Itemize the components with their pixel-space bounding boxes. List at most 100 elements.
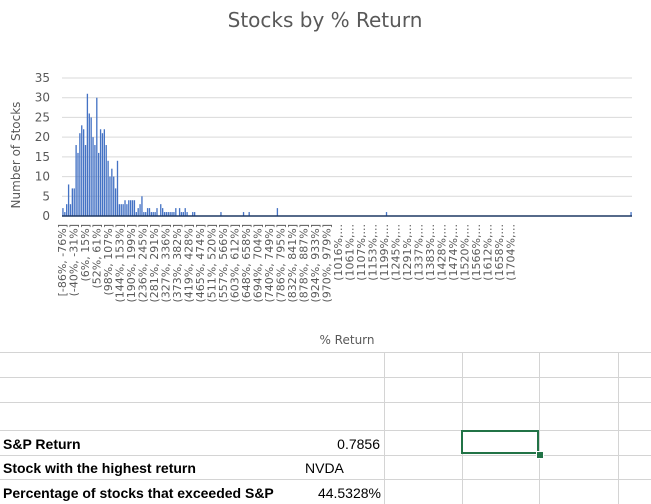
- x-category-label: (190%, 199%]: [125, 224, 138, 302]
- x-category-label: (1153%,...: [367, 224, 380, 281]
- highest-return-value[interactable]: NVDA: [305, 460, 344, 476]
- histogram-bar: [173, 212, 175, 216]
- histogram-bar: [165, 212, 168, 216]
- spreadsheet-grid[interactable]: S&P Return 0.7856 Stock with the highest…: [0, 352, 651, 504]
- sp-return-label[interactable]: S&P Return: [3, 436, 81, 452]
- histogram-bar: [130, 200, 132, 216]
- x-category-label: (465%, 474%]: [194, 224, 207, 302]
- sp-return-value[interactable]: 0.7856: [337, 436, 380, 452]
- histogram-bar: [86, 93, 89, 216]
- histogram-bar: [122, 204, 124, 216]
- histogram-bar: [111, 168, 113, 216]
- col-line: [618, 352, 619, 504]
- chart-title: Stocks by % Return: [228, 8, 423, 32]
- histogram-bar: [133, 200, 136, 216]
- x-category-label: (603%, 612%]: [229, 224, 242, 302]
- histogram-bar: [167, 212, 169, 216]
- histogram-bar: [66, 204, 68, 216]
- histogram-bar: [184, 208, 186, 216]
- histogram-bar: [64, 212, 66, 216]
- histogram-bar: [146, 208, 149, 216]
- histogram-bar: [79, 133, 81, 216]
- x-category-label: (98%, 107%]: [102, 224, 115, 295]
- histogram-bar: [160, 204, 162, 216]
- x-category-label: (694%, 704%]: [252, 224, 265, 302]
- histogram-bar: [248, 212, 250, 216]
- histogram-bar: [163, 212, 166, 216]
- histogram-bar: [186, 212, 188, 216]
- histogram-bar: [139, 204, 141, 216]
- histogram-bar: [118, 204, 121, 216]
- histogram-bar: [82, 129, 85, 216]
- histogram-bar: [96, 97, 98, 216]
- pct-exceeded-value[interactable]: 44.5328%: [317, 485, 381, 501]
- row-line: [0, 479, 651, 480]
- histogram-bar: [77, 152, 79, 216]
- histogram-bar: [124, 200, 126, 216]
- histogram-bar: [242, 212, 245, 216]
- selected-cell[interactable]: [461, 430, 539, 454]
- x-category-label: (1658%,...: [493, 224, 506, 281]
- x-category-label: (648%, 658%]: [240, 224, 253, 302]
- col-line: [384, 352, 385, 504]
- y-tick-label: 30: [35, 91, 50, 105]
- histogram-bar: [152, 212, 154, 216]
- x-category-label: [-86%, -76%]: [56, 224, 69, 296]
- histogram-bar: [90, 117, 92, 216]
- histogram-bar: [180, 212, 183, 216]
- pct-exceeded-label[interactable]: Percentage of stocks that exceeded S&P: [3, 485, 274, 501]
- chart-area[interactable]: Stocks by % Return Number of Stocks % Re…: [0, 0, 651, 352]
- x-category-label: (1428%,...: [436, 224, 449, 281]
- col-line: [539, 352, 540, 504]
- histogram-bar: [178, 208, 181, 216]
- x-category-label: (1337%,...: [413, 224, 426, 281]
- histogram-bar: [114, 188, 117, 216]
- histogram-bar: [107, 160, 109, 216]
- histogram-bar: [630, 212, 632, 216]
- histogram-bar: [128, 200, 130, 216]
- x-category-label: (1474%,...: [447, 224, 460, 281]
- y-tick-label: 5: [42, 189, 50, 203]
- row-line: [0, 430, 651, 431]
- x-category-labels: [-86%, -76%](-40%, -31%](6%, 15%](52%, 6…: [56, 224, 518, 302]
- y-tick-label: 35: [35, 71, 50, 85]
- y-tick-label: 20: [35, 130, 50, 144]
- histogram-bar: [169, 212, 171, 216]
- x-category-label: (1291%,...: [401, 224, 414, 281]
- row-line: [0, 377, 651, 378]
- histogram-bar: [171, 212, 173, 216]
- histogram-bar: [220, 212, 222, 216]
- histogram-bar: [385, 212, 388, 216]
- histogram-bar: [73, 188, 75, 216]
- y-tick-labels: 0 5 10 15 20 25 30 35: [35, 71, 50, 223]
- histogram-bar: [67, 184, 70, 216]
- histogram-bar: [84, 145, 87, 216]
- x-category-label: (1245%,...: [390, 224, 403, 281]
- histogram-bar: [192, 212, 194, 216]
- fill-handle[interactable]: [536, 451, 544, 459]
- row-line: [0, 455, 651, 456]
- x-category-label: (557%, 566%]: [217, 224, 230, 302]
- highest-return-label[interactable]: Stock with the highest return: [3, 460, 196, 476]
- y-tick-label: 25: [35, 110, 50, 124]
- histogram-bar: [154, 212, 156, 216]
- x-category-label: (878%, 887%]: [298, 224, 311, 302]
- x-category-label: (144%, 153%]: [114, 224, 127, 302]
- x-category-label: (1016%,...: [332, 224, 345, 281]
- histogram-bar: [145, 212, 147, 216]
- histogram-bar: [105, 145, 107, 216]
- histogram-chart: Stocks by % Return Number of Stocks % Re…: [9, 8, 632, 347]
- gridlines: [62, 77, 632, 197]
- row-line: [0, 352, 651, 353]
- histogram-bar: [103, 129, 105, 216]
- x-category-label: (52%, 61%]: [91, 224, 104, 288]
- histogram-bar: [143, 212, 145, 216]
- x-category-label: (740%, 749%]: [263, 224, 276, 302]
- x-category-label: (327%, 336%]: [160, 224, 173, 302]
- histogram-bar: [113, 176, 115, 216]
- y-tick-label: 10: [35, 170, 50, 184]
- x-category-label: (6%, 15%]: [79, 224, 92, 281]
- x-category-label: (970%, 979%]: [321, 224, 334, 302]
- y-tick-label: 15: [35, 150, 50, 164]
- histogram-bar: [62, 208, 64, 216]
